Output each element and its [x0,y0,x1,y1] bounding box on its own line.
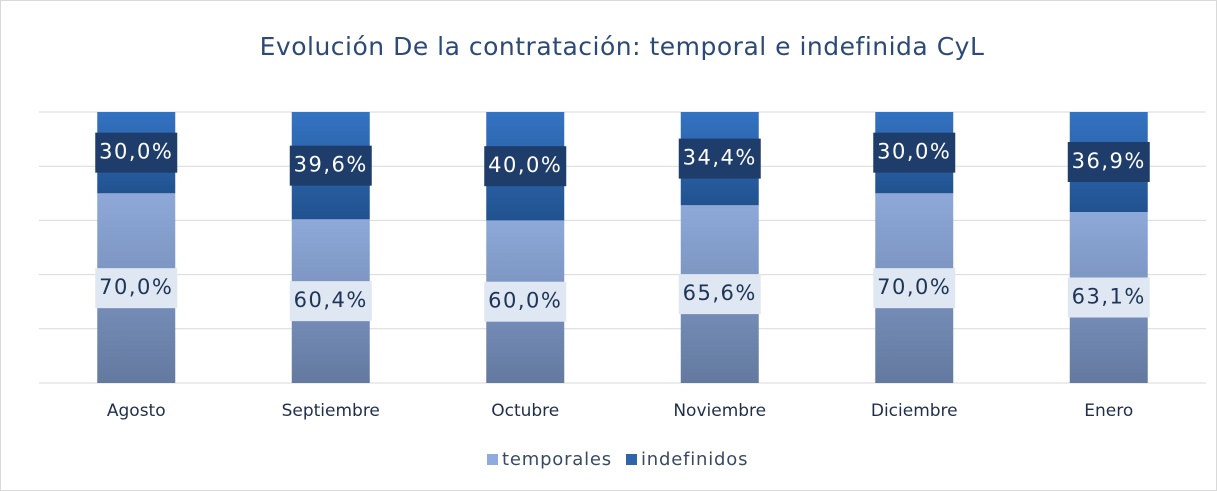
legend-swatch [487,454,498,465]
data-label-box [873,268,956,309]
data-label: 30,0% [877,140,951,164]
legend-label: indefinidos [641,449,748,470]
x-tick-label: Noviembre [673,401,766,421]
data-label: 34,4% [683,146,757,170]
x-tick-label: Octubre [491,401,559,421]
data-label-box [678,274,761,315]
data-label: 60,4% [294,288,368,312]
data-label-box [289,145,372,186]
data-label-box [484,281,567,322]
data-label: 39,6% [294,153,368,177]
data-label-box [484,146,567,187]
data-label: 40,0% [488,153,562,177]
data-label: 60,0% [488,289,562,313]
data-label-box [95,268,178,309]
data-label: 63,1% [1072,284,1146,308]
data-label: 30,0% [99,140,173,164]
data-label: 65,6% [683,281,757,305]
data-label-box [873,132,956,173]
chart-title: Evolución De la contratación: temporal e… [260,32,985,61]
x-tick-label: Agosto [107,401,166,421]
x-tick-label: Enero [1084,401,1133,421]
data-label: 70,0% [99,275,173,299]
data-label-box [1067,277,1150,318]
x-tick-label: Diciembre [871,401,958,421]
data-label-box [95,132,178,173]
x-tick-label: Septiembre [282,401,380,421]
legend-swatch [626,454,637,465]
data-label-box [289,281,372,322]
data-label-box [678,138,761,179]
data-label: 70,0% [877,275,951,299]
legend-label: temporales [502,449,612,470]
data-label: 36,9% [1072,149,1146,173]
data-label-box [1067,141,1150,182]
